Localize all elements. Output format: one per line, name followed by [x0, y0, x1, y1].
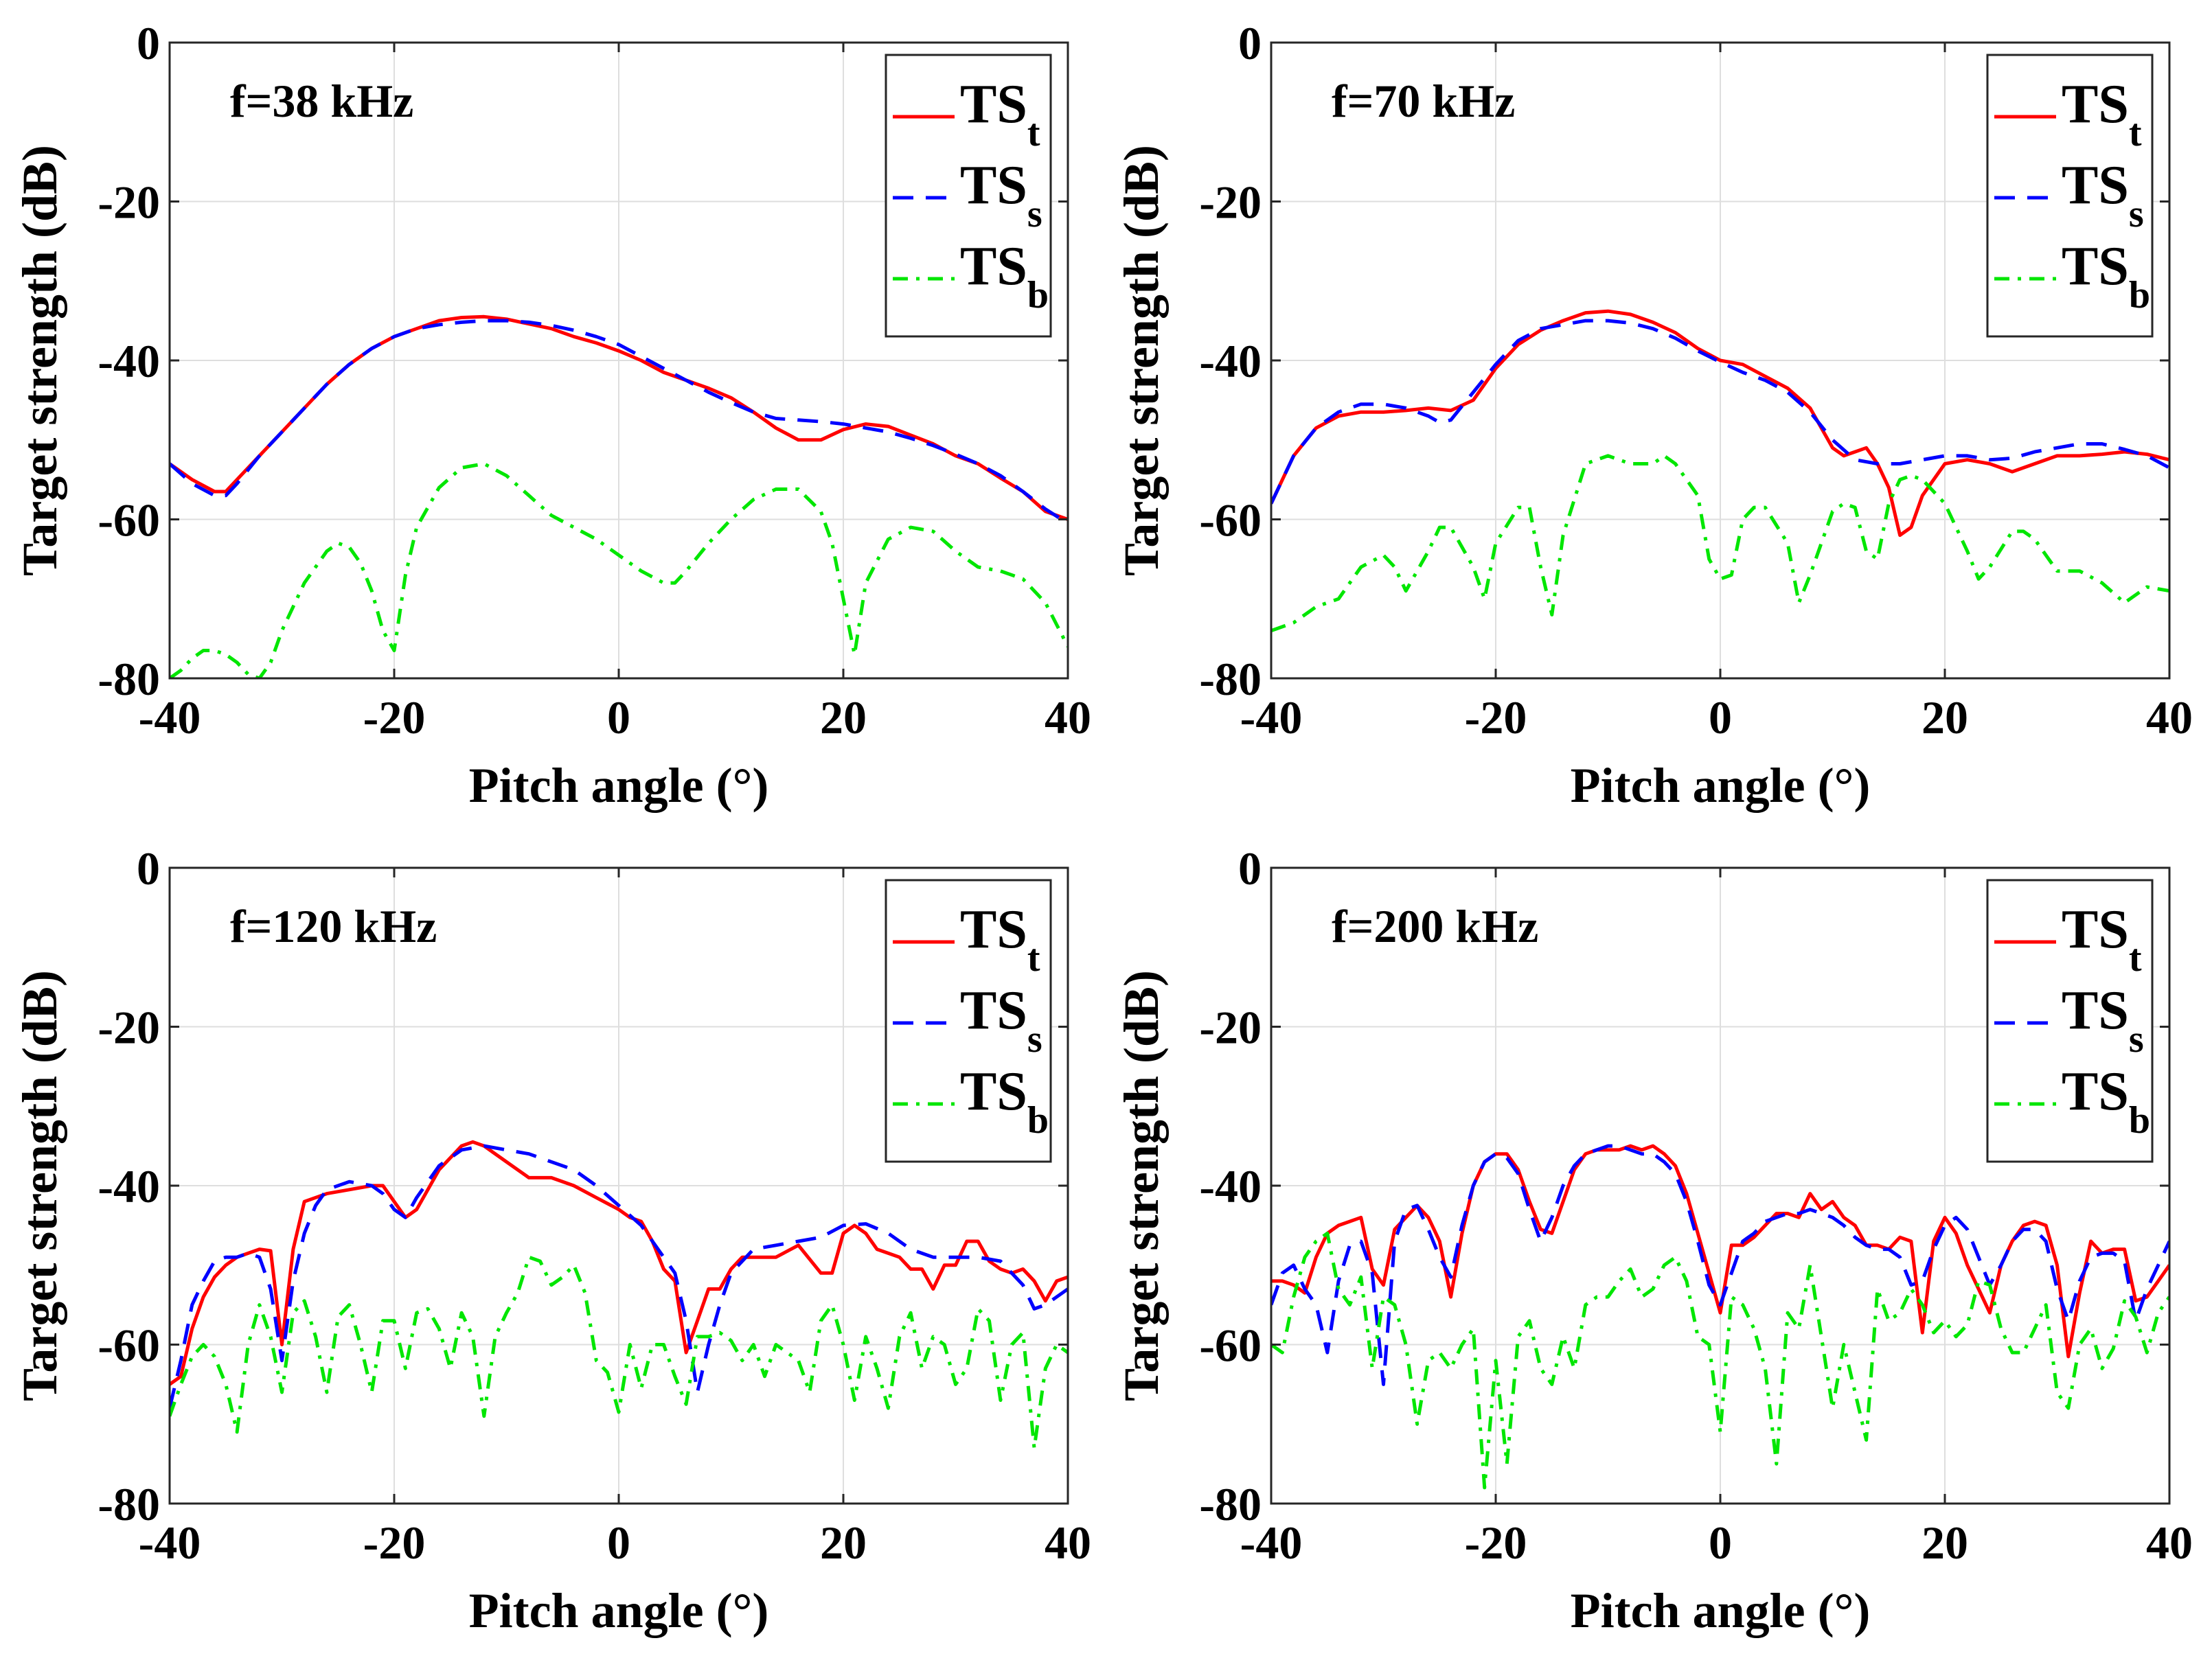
x-tick-label: -20 — [363, 1517, 426, 1569]
y-tick-label: 0 — [137, 842, 160, 895]
series-line-TSb — [1271, 454, 2169, 632]
x-tick-label: -20 — [1465, 1517, 1527, 1569]
y-tick-label: 0 — [1238, 17, 1262, 69]
y-tick-label: -20 — [98, 1002, 160, 1054]
legend-subscript: s — [2129, 1018, 2144, 1061]
x-tick-label: 0 — [1709, 691, 1732, 744]
y-tick-label: -20 — [1199, 1002, 1262, 1054]
series-line-TSt — [1271, 309, 2169, 538]
y-tick-label: -60 — [1199, 494, 1262, 546]
x-tick-label: -40 — [139, 1517, 201, 1569]
x-tick-label: -40 — [1240, 1517, 1303, 1569]
x-tick-label: -20 — [363, 691, 426, 744]
y-axis-label: Target strength (dB) — [1114, 145, 1169, 576]
x-tick-label: 20 — [1922, 691, 1968, 744]
y-tick-label: -40 — [98, 1160, 160, 1212]
x-axis-label: Pitch angle (°) — [1571, 1583, 1871, 1638]
legend-subscript: t — [1027, 937, 1040, 980]
x-tick-label: 20 — [820, 691, 867, 744]
x-axis-label: Pitch angle (°) — [469, 1583, 769, 1638]
x-tick-label: 40 — [2146, 691, 2193, 744]
legend-subscript: b — [1027, 274, 1049, 316]
y-axis-label: Target strength (dB) — [12, 145, 67, 576]
legend-box — [885, 54, 1052, 338]
x-axis-label: Pitch angle (°) — [469, 758, 769, 813]
y-axis-label: Target strength (dB) — [12, 970, 67, 1401]
x-tick-label: 40 — [2146, 1517, 2193, 1569]
series-line-TSs — [1271, 1144, 2169, 1386]
x-tick-label: 40 — [1045, 1517, 1091, 1569]
x-tick-label: -20 — [1465, 691, 1527, 744]
chart-panel-4: -40 -20 0 20 40 0 -20 -40 -60 -80 Pitch angle (°) T… — [1114, 842, 2193, 1638]
frequency-annotation: f=38 kHz — [230, 75, 413, 127]
y-tick-label: -20 — [1199, 176, 1262, 229]
x-tick-label: 20 — [1922, 1517, 1968, 1569]
frequency-annotation: f=200 kHz — [1332, 900, 1538, 952]
chart-panel-2: -40 -20 0 20 40 0 -20 -40 -60 -80 Pitch angle (°) T… — [1114, 17, 2193, 813]
legend-subscript: b — [2129, 1099, 2150, 1142]
x-tick-label: 0 — [1709, 1517, 1732, 1569]
y-tick-label: -80 — [98, 1478, 160, 1530]
series-line-TSb — [1271, 1231, 2169, 1490]
y-tick-label: -20 — [98, 176, 160, 229]
legend-subscript: t — [1027, 112, 1040, 154]
x-axis-label: Pitch angle (°) — [1571, 758, 1871, 813]
y-tick-label: 0 — [1238, 842, 1262, 895]
legend-subscript: t — [2129, 937, 2142, 980]
chart-panel-3: -40 -20 0 20 40 0 -20 -40 -60 -80 Pitch angle (°) T… — [12, 842, 1091, 1638]
legend-subscript: b — [2129, 274, 2150, 316]
legend-box — [885, 879, 1052, 1163]
y-tick-label: -80 — [1199, 1478, 1262, 1530]
series-line-TSs — [170, 319, 1068, 525]
x-tick-label: 40 — [1045, 691, 1091, 744]
legend-subscript: t — [2129, 112, 2142, 154]
series-line-TSs — [1271, 319, 2169, 505]
x-tick-label: 0 — [607, 691, 630, 744]
x-tick-label: 0 — [607, 1517, 630, 1569]
legend-subscript: s — [1027, 1018, 1042, 1061]
x-tick-label: 20 — [820, 1517, 867, 1569]
y-tick-label: 0 — [137, 17, 160, 69]
y-tick-label: -60 — [98, 494, 160, 546]
x-tick-label: -40 — [139, 691, 201, 744]
y-tick-label: -60 — [98, 1320, 160, 1372]
y-tick-label: -80 — [1199, 653, 1262, 705]
series-line-TSb — [170, 1255, 1068, 1450]
series-line-TSt — [170, 1140, 1068, 1386]
legend-box — [1986, 54, 2154, 338]
legend-subscript: b — [1027, 1099, 1049, 1142]
y-tick-label: -40 — [1199, 1160, 1262, 1212]
frequency-annotation: f=70 kHz — [1332, 75, 1515, 127]
y-tick-label: -80 — [98, 653, 160, 705]
frequency-annotation: f=120 kHz — [230, 900, 437, 952]
y-tick-label: -40 — [1199, 335, 1262, 387]
series-line-TSb — [170, 462, 1068, 678]
legend-subscript: s — [1027, 193, 1042, 235]
legend-subscript: s — [2129, 193, 2144, 235]
chart-panel-1: -40 -20 0 20 40 0 -20 -40 -60 -80 Pitch angle (°) T… — [12, 17, 1091, 813]
legend-box — [1986, 879, 2154, 1163]
y-tick-label: -40 — [98, 335, 160, 387]
x-tick-label: -40 — [1240, 691, 1303, 744]
y-axis-label: Target strength (dB) — [1114, 970, 1169, 1401]
y-tick-label: -60 — [1199, 1320, 1262, 1372]
series-line-TSs — [170, 1144, 1068, 1409]
